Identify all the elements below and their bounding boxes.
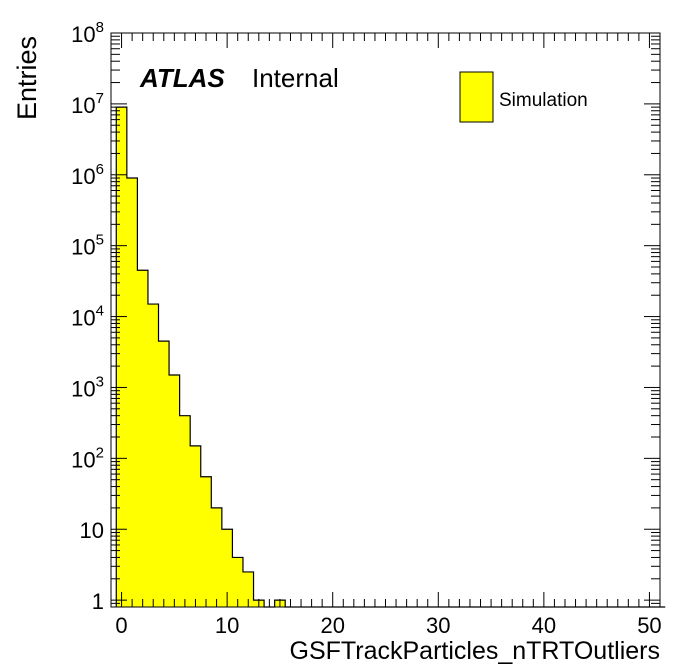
histogram-bin xyxy=(158,341,170,607)
y-tick-label: 103 xyxy=(71,373,104,401)
histogram-bin xyxy=(242,571,254,607)
y-axis-ticks: 1 10 102 103 104 105 106 107 108 xyxy=(71,19,660,614)
histogram-bin xyxy=(137,270,149,607)
x-tick-label: 50 xyxy=(637,613,661,638)
x-tick-label: 30 xyxy=(426,613,450,638)
histogram-bin xyxy=(190,445,202,607)
histogram-bin xyxy=(116,107,128,608)
y-tick-label: 106 xyxy=(71,161,104,189)
x-tick-label: 10 xyxy=(215,613,239,638)
histogram-bin xyxy=(211,507,223,607)
histogram-bin xyxy=(147,304,159,607)
y-tick-label: 108 xyxy=(71,19,104,47)
y-tick-label: 107 xyxy=(71,90,104,118)
y-tick-label: 102 xyxy=(71,444,104,472)
histogram-bin xyxy=(169,374,180,607)
legend-label-simulation: Simulation xyxy=(499,90,588,111)
x-tick-label: 40 xyxy=(532,613,556,638)
histogram-bin xyxy=(179,415,191,607)
x-axis-label: GSFTrackParticles_nTRTOutliers xyxy=(290,637,660,665)
y-tick-label: 105 xyxy=(71,232,104,260)
internal-label: Internal xyxy=(252,63,339,93)
y-axis-label: Entries xyxy=(12,36,42,120)
y-tick-label: 1 xyxy=(92,589,104,614)
x-tick-label: 0 xyxy=(115,613,127,638)
x-axis-ticks: 0 10 20 30 40 50 xyxy=(110,33,662,638)
histogram-bin xyxy=(200,476,212,607)
histogram-bin xyxy=(126,178,138,607)
histogram-bin xyxy=(221,529,233,607)
atlas-label: ATLAS xyxy=(139,63,225,93)
y-tick-label: 10 xyxy=(80,518,104,543)
histogram-bars xyxy=(116,107,286,608)
x-tick-label: 20 xyxy=(320,613,344,638)
y-tick-label: 104 xyxy=(71,303,104,331)
histogram-bin xyxy=(232,557,244,607)
legend-swatch-simulation xyxy=(459,71,494,123)
